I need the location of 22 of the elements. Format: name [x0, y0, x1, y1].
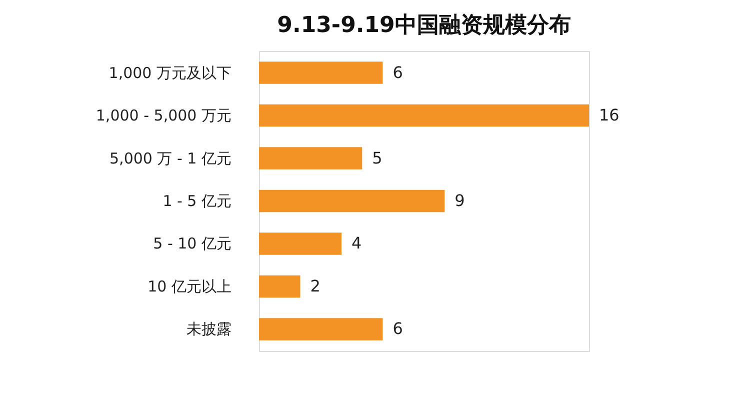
- bar: [259, 318, 383, 340]
- bar: [259, 62, 383, 84]
- bar: [259, 147, 362, 170]
- y-tick-label: 10 亿元以上: [148, 277, 232, 296]
- y-tick-label: 1,000 万元及以下: [108, 64, 232, 82]
- bar: [259, 232, 342, 255]
- data-label: 2: [310, 276, 320, 296]
- data-label: 6: [392, 319, 403, 338]
- data-label: 6: [392, 62, 403, 82]
- y-tick-label: 5,000 万 - 1 亿元: [110, 149, 232, 168]
- data-label: 16: [599, 106, 620, 125]
- bar: [259, 275, 300, 298]
- y-tick-label: 5 - 10 亿元: [153, 234, 232, 253]
- data-label: 9: [454, 191, 465, 210]
- y-tick-label: 1 - 5 亿元: [162, 192, 232, 210]
- chart-title: 9.13-9.19中国融资规模分布: [277, 13, 571, 38]
- y-tick-label: 未披露: [186, 320, 232, 338]
- y-tick-label: 1,000 - 5,000 万元: [96, 106, 232, 125]
- data-label: 4: [352, 234, 362, 253]
- data-label: 5: [372, 148, 382, 168]
- bar: [259, 104, 589, 127]
- bar: [259, 190, 445, 212]
